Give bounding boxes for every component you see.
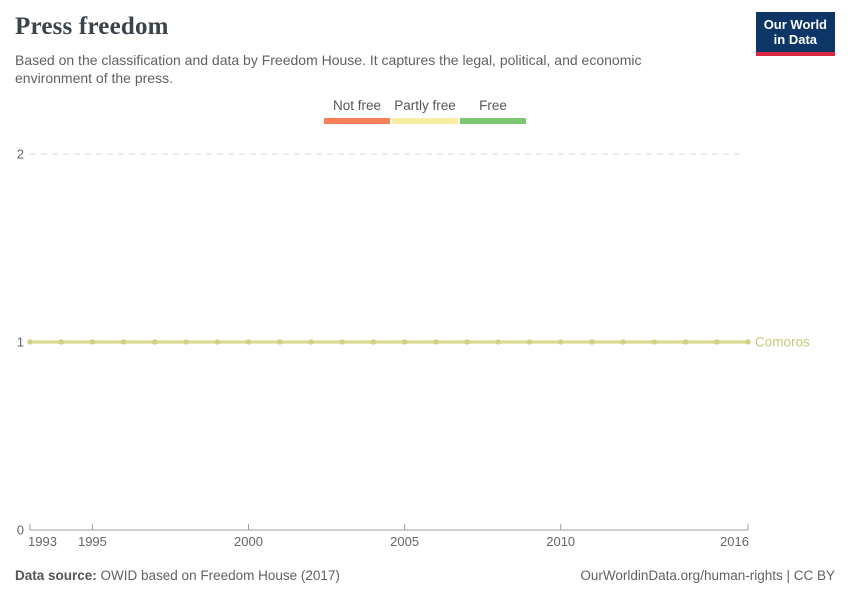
data-point xyxy=(401,339,408,345)
logo-line1: Our World xyxy=(763,17,827,32)
chart-footer: Data source: OWID based on Freedom House… xyxy=(15,568,835,583)
chart-subtitle: Based on the classification and data by … xyxy=(15,52,642,87)
data-point xyxy=(370,339,377,345)
data-point xyxy=(183,339,189,345)
legend-color-bar xyxy=(324,117,390,124)
legend-color-bar xyxy=(392,117,458,124)
data-source-label: Data source: xyxy=(15,568,97,583)
legend-item-partly-free: Partly free xyxy=(392,98,458,124)
data-point xyxy=(495,339,501,345)
data-point xyxy=(120,339,127,345)
data-point xyxy=(745,339,751,345)
data-point xyxy=(152,339,158,345)
y-tick-label: 2 xyxy=(17,147,24,162)
data-point xyxy=(526,339,533,345)
data-source-text: OWID based on Freedom House (2017) xyxy=(96,568,340,583)
data-point xyxy=(214,339,221,345)
data-point xyxy=(589,339,595,345)
page-title: Press freedom xyxy=(15,13,169,40)
series-label: Comoros xyxy=(755,335,810,350)
data-point xyxy=(58,339,64,345)
x-tick-label: 1995 xyxy=(78,534,107,549)
data-point xyxy=(464,339,470,345)
legend-label: Not free xyxy=(332,98,382,113)
data-source: Data source: OWID based on Freedom House… xyxy=(15,568,340,583)
data-point xyxy=(277,339,283,345)
category-legend: Not free Partly free Free xyxy=(0,98,850,124)
y-tick-label: 1 xyxy=(17,335,24,350)
legend-label: Partly free xyxy=(394,98,456,113)
data-point xyxy=(682,339,689,345)
x-tick-label: 1993 xyxy=(28,534,57,549)
footer-rights-link[interactable]: OurWorldinData.org/human-rights | CC BY xyxy=(580,568,835,583)
legend-item-free: Free xyxy=(460,98,526,124)
legend-color-bar xyxy=(460,117,526,124)
data-point xyxy=(89,339,96,345)
x-tick-label: 2000 xyxy=(234,534,263,549)
data-point xyxy=(245,339,252,345)
data-point xyxy=(27,339,33,345)
x-tick-label: 2005 xyxy=(390,534,419,549)
data-point xyxy=(557,339,564,345)
data-point xyxy=(714,339,720,345)
logo-line2: in Data xyxy=(773,32,818,48)
data-point xyxy=(651,339,658,345)
data-point xyxy=(308,339,314,345)
legend-label: Free xyxy=(479,98,507,113)
y-tick-label: 0 xyxy=(17,523,24,538)
data-point xyxy=(620,339,626,345)
data-point xyxy=(433,339,439,345)
x-tick-label: 2016 xyxy=(720,534,749,549)
x-tick-label: 2010 xyxy=(546,534,575,549)
owid-logo[interactable]: Our World in Data xyxy=(755,12,835,56)
legend-item-not-free: Not free xyxy=(324,98,390,124)
data-point xyxy=(339,339,345,345)
